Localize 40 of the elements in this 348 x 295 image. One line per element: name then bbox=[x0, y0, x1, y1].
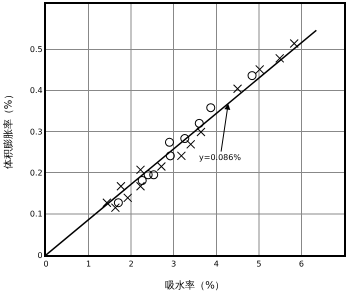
y-tick-label: 0.1 bbox=[30, 210, 43, 219]
point bbox=[194, 118, 204, 128]
point bbox=[110, 203, 120, 212]
y-tick-label: 0.3 bbox=[30, 127, 43, 136]
point bbox=[176, 151, 186, 160]
point bbox=[102, 198, 112, 208]
point bbox=[275, 54, 284, 63]
point bbox=[255, 64, 264, 74]
point bbox=[206, 103, 216, 112]
point bbox=[123, 193, 132, 202]
point bbox=[136, 165, 146, 174]
point bbox=[144, 170, 153, 180]
y-tick-label: 0.5 bbox=[30, 45, 43, 54]
point bbox=[136, 182, 146, 191]
point bbox=[114, 198, 123, 208]
point bbox=[166, 151, 175, 160]
point bbox=[149, 170, 158, 180]
x-tick-label: 3 bbox=[171, 259, 176, 268]
y-axis-title: 体积膨胀率（%） bbox=[2, 90, 14, 170]
x-tick-label: 5 bbox=[256, 259, 262, 268]
point bbox=[290, 39, 299, 48]
x-tick-label: 1 bbox=[86, 259, 92, 268]
x-tick-label: 4 bbox=[214, 259, 219, 268]
point bbox=[138, 176, 147, 186]
point bbox=[156, 162, 166, 172]
point bbox=[186, 140, 196, 149]
x-tick-label: 2 bbox=[128, 259, 134, 268]
point bbox=[248, 71, 257, 80]
point bbox=[196, 127, 206, 136]
y-tick-label: 0.2 bbox=[30, 168, 43, 178]
point bbox=[164, 138, 174, 147]
point bbox=[116, 182, 126, 191]
x-tick-label: 0 bbox=[43, 259, 49, 268]
y-tick-label: 0.4 bbox=[30, 86, 43, 96]
x-tick-label: 6 bbox=[298, 259, 304, 268]
x-axis-title: 吸水率（%） bbox=[165, 279, 225, 292]
point bbox=[233, 84, 242, 94]
annotation: y=0.086% bbox=[199, 153, 242, 162]
y-tick-label: 0 bbox=[38, 250, 43, 260]
point bbox=[180, 134, 190, 144]
